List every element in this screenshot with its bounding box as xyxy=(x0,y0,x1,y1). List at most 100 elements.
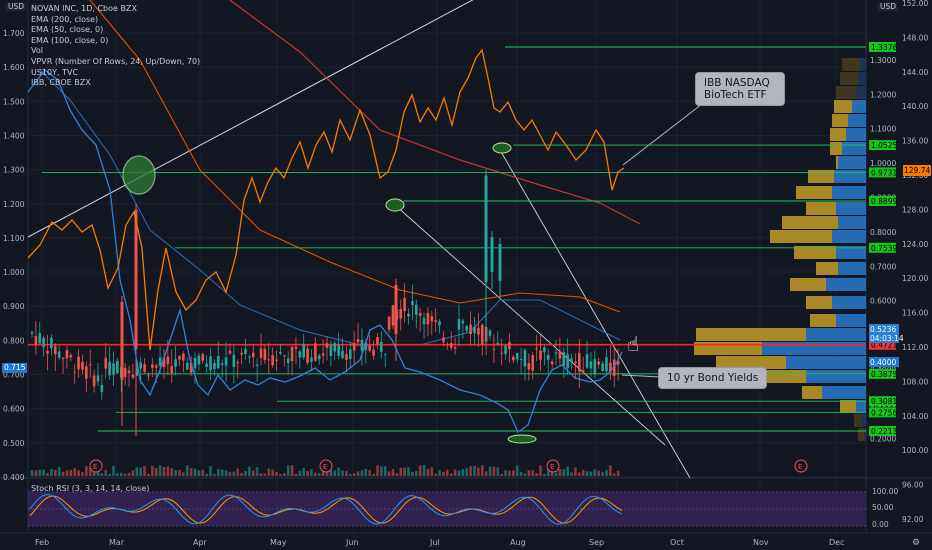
candle-body xyxy=(578,353,581,372)
candle-body xyxy=(213,362,216,370)
left-tick-label: 0.500 xyxy=(3,439,25,448)
candle-body xyxy=(30,332,34,334)
candle-body xyxy=(473,326,476,334)
volume-profile-up xyxy=(836,202,866,215)
volume-bar xyxy=(434,473,437,476)
annotation-ibb-line2: BioTech ETF xyxy=(704,89,767,101)
candle-body xyxy=(69,355,73,358)
candle-body xyxy=(123,367,127,377)
candle-body xyxy=(267,359,271,361)
candle-body xyxy=(426,312,430,325)
volume-bar xyxy=(306,471,309,476)
candle-body xyxy=(151,364,154,368)
volume-bar xyxy=(376,465,379,476)
volume-profile-row xyxy=(782,216,866,229)
volume-profile-down xyxy=(796,186,832,199)
level-label-bg xyxy=(869,368,896,379)
volume-bar xyxy=(546,468,550,476)
earnings-marker xyxy=(546,459,560,473)
candle-body xyxy=(201,353,205,361)
volume-profile-up xyxy=(860,58,866,71)
volume-bar xyxy=(585,471,589,476)
right-ibb-tick: 104.00 xyxy=(902,412,928,421)
right-ibb-tick: 92.00 xyxy=(902,515,924,524)
volume-bar xyxy=(407,467,410,476)
volume-bar xyxy=(294,473,298,476)
candle-body xyxy=(585,354,589,368)
left-tick-label: 1.600 xyxy=(3,63,25,72)
volume-bar xyxy=(605,469,608,476)
candle-body xyxy=(154,365,158,368)
legend-item: EMA (100, close, 0) xyxy=(31,35,109,45)
candle-body xyxy=(407,313,410,317)
volume-bar xyxy=(38,469,42,476)
volume-profile-up xyxy=(826,278,866,291)
candle-body xyxy=(531,355,535,371)
volume-profile-down xyxy=(840,72,858,85)
volume-profile-row xyxy=(832,114,866,127)
annotation-ibb: IBB NASDAQ BioTech ETF xyxy=(695,72,785,106)
right-price-tick: 0.7000 xyxy=(870,262,896,271)
candle-body xyxy=(348,349,352,359)
candle-body xyxy=(42,338,45,348)
volume-bar xyxy=(574,467,577,476)
volume-bar xyxy=(352,473,356,476)
volume-profile-down xyxy=(790,278,826,291)
last-price-left: 0.715 xyxy=(2,363,28,373)
volume-bar xyxy=(275,472,278,476)
x-tick-label: Feb xyxy=(35,538,49,547)
price-label: 0.5236 xyxy=(870,325,896,334)
volume-bar xyxy=(558,468,562,476)
volume-bar xyxy=(597,470,601,476)
candle-body xyxy=(321,353,325,356)
volume-profile-up xyxy=(838,262,866,275)
legend-item: US10Y, TVC xyxy=(31,67,79,77)
right-ibb-tick: 136.00 xyxy=(902,137,928,146)
candle-body xyxy=(248,356,251,358)
volume-profile-row xyxy=(794,246,866,259)
volume-bar xyxy=(364,468,368,476)
volume-bar xyxy=(283,473,286,476)
candle-body xyxy=(166,356,170,365)
candle-body xyxy=(81,361,84,370)
legend-item: IBB, CBOE BZX xyxy=(31,78,91,88)
volume-profile-up xyxy=(852,100,866,113)
volume-bar xyxy=(170,468,174,476)
earnings-marker-label: E xyxy=(93,463,97,471)
left-tick-label: 1.000 xyxy=(3,268,25,277)
volume-bar xyxy=(123,473,127,476)
volume-bar xyxy=(616,470,620,476)
volume-bar xyxy=(263,473,267,476)
candle-body xyxy=(527,363,531,370)
volume-bar xyxy=(81,471,84,476)
candle-body xyxy=(593,359,597,374)
earnings-marker xyxy=(319,459,333,473)
volume-profile-up xyxy=(862,414,866,427)
earnings-marker xyxy=(89,459,103,473)
volume-bar xyxy=(240,472,243,476)
candle-body xyxy=(255,364,259,366)
volume-profile-up xyxy=(806,328,866,341)
candle-body xyxy=(597,361,601,365)
candle-body xyxy=(387,316,391,330)
volume-bar xyxy=(601,472,604,476)
volume-bar xyxy=(612,473,616,476)
volume-profile-up xyxy=(856,86,866,99)
volume-bar xyxy=(492,466,496,476)
volume-bar xyxy=(609,465,612,476)
volume-bar xyxy=(356,471,360,476)
candle-body xyxy=(589,361,593,369)
candle-body xyxy=(512,356,515,361)
candle-body xyxy=(314,343,317,361)
volume-bar xyxy=(217,469,220,476)
candle-body xyxy=(217,356,220,369)
volume-bar xyxy=(325,469,329,476)
candle-body xyxy=(108,361,111,376)
volume-bar xyxy=(290,465,294,476)
rsi-k-line xyxy=(29,494,623,525)
candle-body xyxy=(519,359,523,361)
candle-body xyxy=(182,353,185,361)
level-label-bg xyxy=(869,339,896,350)
candle-body xyxy=(88,364,92,366)
candle-body xyxy=(480,324,484,345)
